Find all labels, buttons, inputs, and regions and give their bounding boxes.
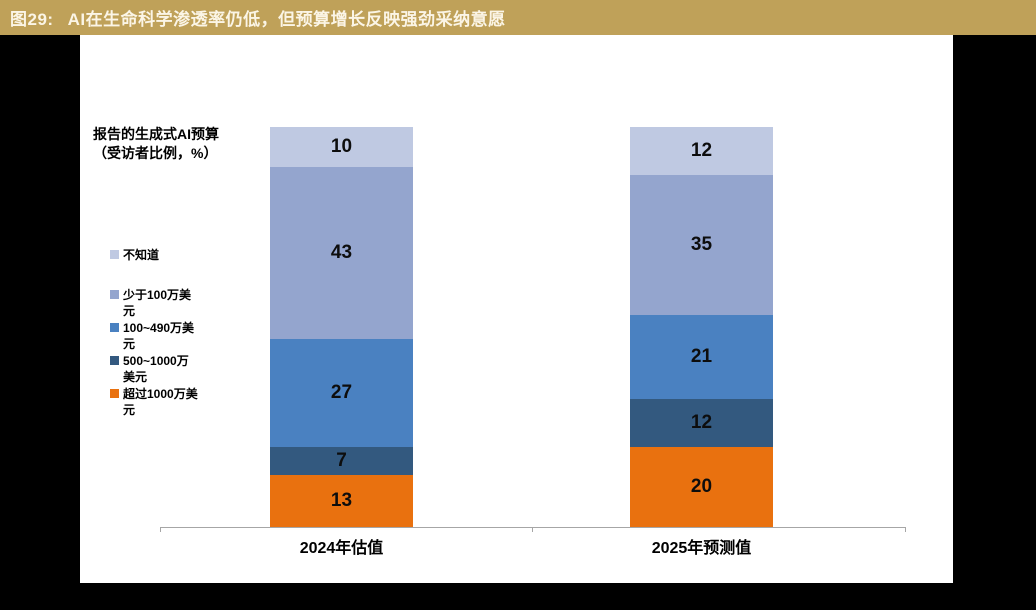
bar-segment: 12 — [630, 399, 773, 447]
segment-value-label: 7 — [336, 450, 347, 471]
figure-title: AI在生命科学渗透率仍低，但预算增长反映强劲采纳意愿 — [67, 10, 506, 29]
bar-segment: 20 — [630, 447, 773, 527]
segment-value-label: 43 — [330, 242, 353, 263]
bar-segment: 7 — [270, 447, 413, 475]
plot-area: 10 43 27 7 13 2024年估值 12 35 21 12 20 2025年预测值 — [80, 35, 953, 583]
segment-value-label: 10 — [330, 136, 353, 157]
bar-segment: 27 — [270, 339, 413, 447]
legend-swatch — [110, 323, 119, 332]
x-axis-tick — [532, 527, 533, 532]
legend-label: 100~490万美 元 — [123, 321, 195, 351]
x-axis-tick — [160, 527, 161, 532]
segment-value-label: 12 — [690, 412, 713, 433]
stacked-bar-2024年估值: 10 43 27 7 13 — [270, 127, 413, 527]
chart-title: 报告的生成式AI预算 （受访者比例，%） — [93, 126, 219, 161]
figure-title-bar: 图29: AI在生命科学渗透率仍低，但预算增长反映强劲采纳意愿 — [0, 0, 1036, 35]
legend-item: 500~1000万 美元 — [110, 353, 210, 385]
chart-legend: 不知道少于100万美 元 100~490万美 元 500~1000万 美元 超过100… — [110, 247, 210, 419]
legend-label: 少于100万美 元 — [123, 288, 192, 318]
bar-segment: 10 — [270, 127, 413, 167]
segment-value-label: 13 — [330, 490, 353, 511]
legend-swatch — [110, 250, 119, 259]
legend-swatch — [110, 290, 119, 299]
segment-value-label: 12 — [690, 140, 713, 161]
legend-label: 不知道 — [123, 248, 160, 262]
segment-value-label: 35 — [690, 234, 713, 255]
segment-value-label: 21 — [690, 346, 713, 367]
figure-number: 图29: — [10, 10, 54, 29]
legend-swatch — [110, 356, 119, 365]
legend-item: 不知道 — [110, 247, 210, 263]
legend-label: 500~1000万 美元 — [123, 354, 189, 384]
stacked-bar-2025年预测值: 12 35 21 12 20 — [630, 127, 773, 527]
bar-segment: 21 — [630, 315, 773, 399]
bar-segment: 13 — [270, 475, 413, 527]
bar-segment: 12 — [630, 127, 773, 175]
legend-label: 超过1000万美 元 — [123, 387, 198, 417]
segment-value-label: 27 — [330, 382, 353, 403]
legend-item: 100~490万美 元 — [110, 320, 210, 352]
legend-swatch — [110, 389, 119, 398]
x-axis-label: 2025年预测值 — [651, 540, 752, 557]
segment-value-label: 20 — [690, 476, 713, 497]
x-axis-label: 2024年估值 — [299, 540, 384, 557]
chart-card: 报告的生成式AI预算 （受访者比例，%） 不知道少于100万美 元 100~490… — [80, 35, 953, 583]
legend-item: 少于100万美 元 — [110, 287, 210, 319]
bar-segment: 35 — [630, 175, 773, 315]
legend-item: 超过1000万美 元 — [110, 386, 210, 418]
x-axis-tick — [905, 527, 906, 532]
bar-segment: 43 — [270, 167, 413, 339]
